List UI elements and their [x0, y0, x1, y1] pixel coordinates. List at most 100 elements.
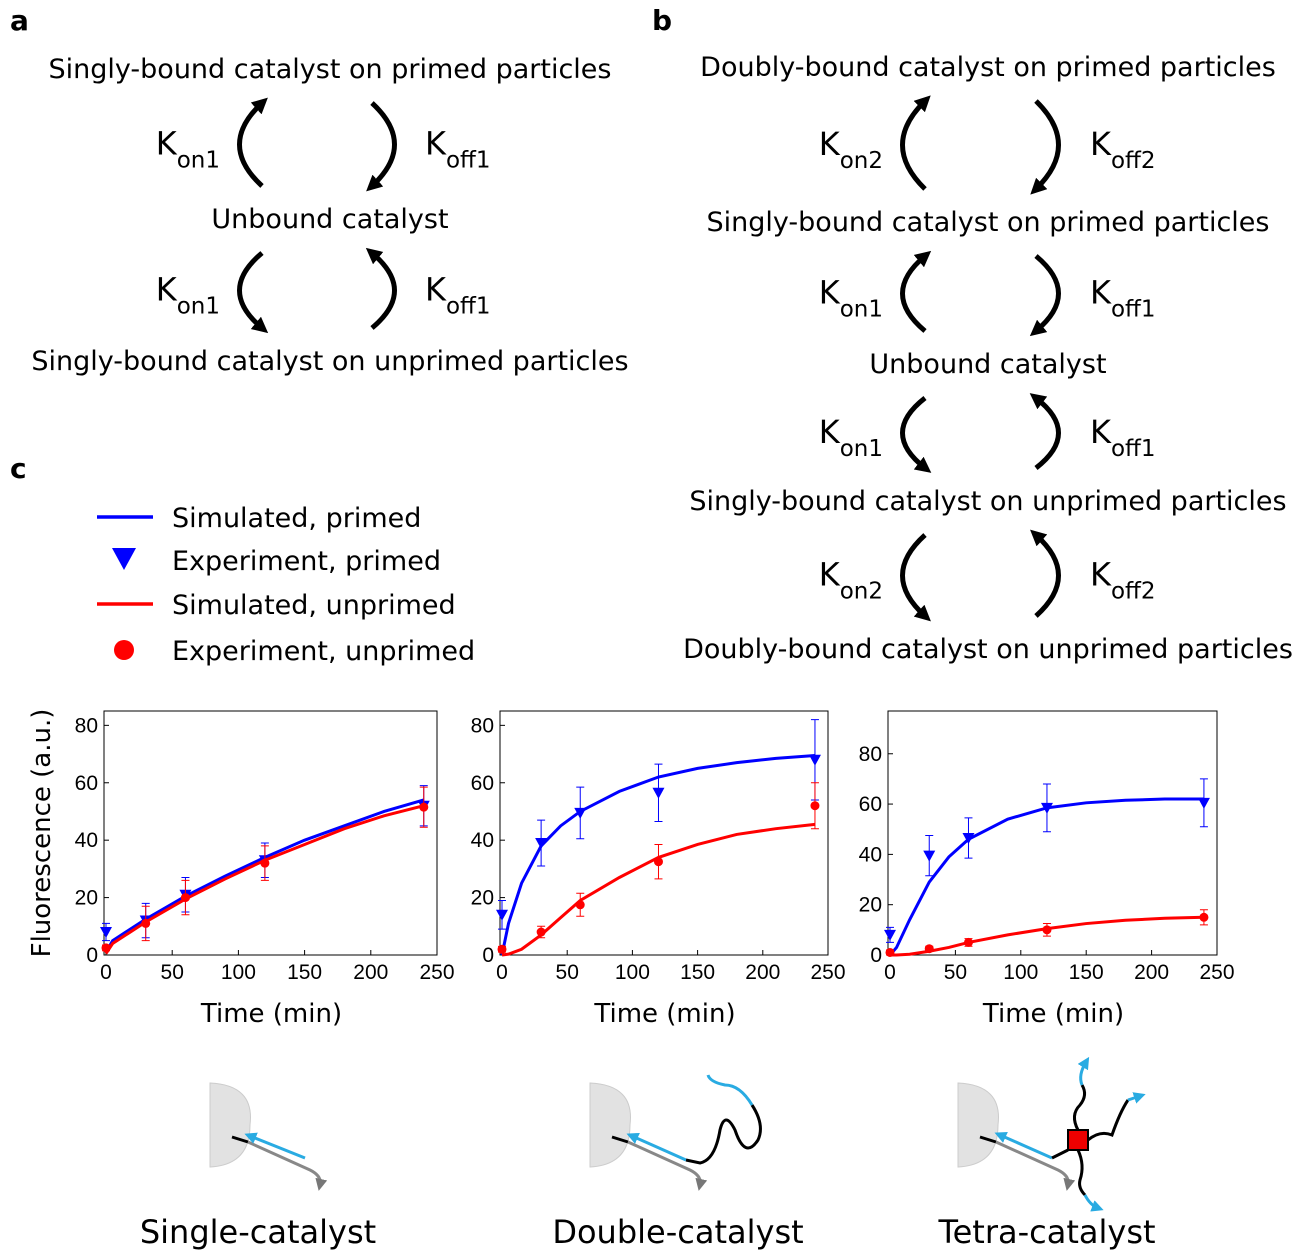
- y-tick-label: 60: [859, 793, 882, 816]
- rate-constant: Koff2: [1090, 125, 1156, 174]
- point: [653, 857, 663, 867]
- rate-subscript: on2: [840, 148, 883, 174]
- point: [100, 927, 112, 939]
- sim-line: [501, 822, 816, 957]
- x-tick-label: 250: [810, 961, 845, 984]
- panel-label: c: [10, 452, 27, 485]
- point: [497, 944, 507, 954]
- y-tick-label: 20: [471, 887, 494, 910]
- rate-subscript: off1: [1111, 297, 1156, 323]
- y-axis-label: Fluorescence (a.u.): [27, 709, 57, 958]
- rate-subscript: on1: [840, 297, 883, 323]
- y-tick-label: 60: [75, 772, 98, 795]
- x-axis-label: Time (min): [982, 999, 1124, 1029]
- state-label: Unbound catalyst: [211, 204, 448, 235]
- rate-subscript: on1: [177, 294, 220, 320]
- rate-symbol: K: [1090, 413, 1112, 451]
- rate-symbol: K: [819, 125, 841, 163]
- y-tick-label: 80: [75, 714, 98, 737]
- sim-line: [890, 915, 1204, 957]
- reaction-arrow: [237, 97, 268, 188]
- point: [963, 937, 973, 947]
- point: [1197, 797, 1210, 809]
- state-label: Doubly-bound catalyst on primed particle…: [700, 52, 1276, 83]
- state-label: Singly-bound catalyst on primed particle…: [707, 207, 1270, 238]
- legend-marker: [114, 640, 134, 660]
- state-label: Singly-bound catalyst on unprimed partic…: [689, 486, 1286, 517]
- state-label: Singly-bound catalyst on primed particle…: [49, 54, 612, 85]
- reaction-arrow: [900, 250, 932, 333]
- rate-symbol: K: [819, 556, 841, 594]
- rate-subscript: off2: [1111, 148, 1156, 174]
- panel-label: a: [10, 4, 29, 37]
- x-tick-label: 0: [496, 961, 508, 984]
- rate-symbol: K: [425, 125, 447, 163]
- y-tick-label: 40: [471, 829, 494, 852]
- sim-line: [500, 753, 816, 956]
- x-tick-label: 100: [221, 961, 256, 984]
- rate-symbol: K: [1090, 125, 1112, 163]
- point: [1040, 802, 1053, 814]
- rate-symbol: K: [1090, 274, 1112, 312]
- point: [419, 802, 429, 812]
- state-label: Unbound catalyst: [869, 349, 1106, 380]
- rate-symbol: K: [156, 125, 178, 163]
- x-tick-label: 50: [944, 961, 967, 984]
- rate-constant: Kon2: [819, 556, 883, 605]
- caption: Tetra-catalyst: [937, 1213, 1155, 1250]
- point: [1199, 912, 1209, 922]
- y-tick-label: 80: [859, 743, 882, 766]
- illustration-tetra: [957, 1056, 1146, 1212]
- rate-constant: Kon2: [819, 125, 883, 174]
- y-tick-label: 20: [75, 887, 98, 910]
- reaction-arrow: [900, 533, 931, 622]
- sim-line: [888, 797, 1204, 956]
- plot-frame: [887, 710, 1218, 956]
- point: [141, 918, 151, 928]
- rate-constant: Koff2: [1090, 556, 1156, 605]
- point: [1042, 925, 1052, 935]
- point: [536, 927, 546, 937]
- rate-subscript: on2: [840, 579, 883, 605]
- plot-frame: [499, 710, 829, 956]
- rate-constant: Koff1: [425, 125, 491, 174]
- reaction-arrow: [1030, 99, 1061, 195]
- y-tick-label: 20: [859, 894, 882, 917]
- rate-constant: Koff1: [425, 271, 491, 320]
- y-tick-label: 0: [86, 944, 98, 967]
- reaction-arrow: [237, 251, 269, 334]
- reaction-arrow: [366, 101, 397, 192]
- y-tick-label: 40: [75, 829, 98, 852]
- rate-symbol: K: [156, 271, 178, 309]
- reaction-arrow: [900, 95, 931, 191]
- x-tick-label: 50: [161, 961, 184, 984]
- legend-marker: [112, 548, 136, 570]
- y-tick-label: 40: [859, 843, 882, 866]
- x-tick-label: 250: [419, 961, 454, 984]
- rate-subscript: off1: [1111, 436, 1156, 462]
- x-tick-label: 100: [1003, 961, 1038, 984]
- x-tick-label: 150: [1069, 961, 1104, 984]
- point: [810, 801, 820, 811]
- x-tick-label: 0: [100, 961, 112, 984]
- x-tick-label: 200: [745, 961, 780, 984]
- sim-line: [104, 804, 425, 955]
- legend-label: Simulated, unprimed: [172, 590, 456, 621]
- reaction-arrow: [365, 247, 397, 330]
- reaction-arrow: [1030, 529, 1061, 618]
- panel-label: b: [652, 4, 672, 37]
- rate-constant: Kon1: [819, 413, 883, 462]
- state-label: Singly-bound catalyst on unprimed partic…: [31, 346, 628, 377]
- point: [260, 858, 270, 868]
- point: [885, 947, 895, 957]
- rate-constant: Koff1: [1090, 413, 1156, 462]
- x-tick-label: 200: [353, 961, 388, 984]
- rate-constant: Kon1: [156, 125, 220, 174]
- rate-subscript: on1: [177, 148, 220, 174]
- point: [923, 850, 936, 862]
- rate-subscript: on1: [840, 436, 883, 462]
- y-tick-label: 60: [471, 772, 494, 795]
- rate-constant: Kon1: [156, 271, 220, 320]
- rate-subscript: off1: [446, 148, 491, 174]
